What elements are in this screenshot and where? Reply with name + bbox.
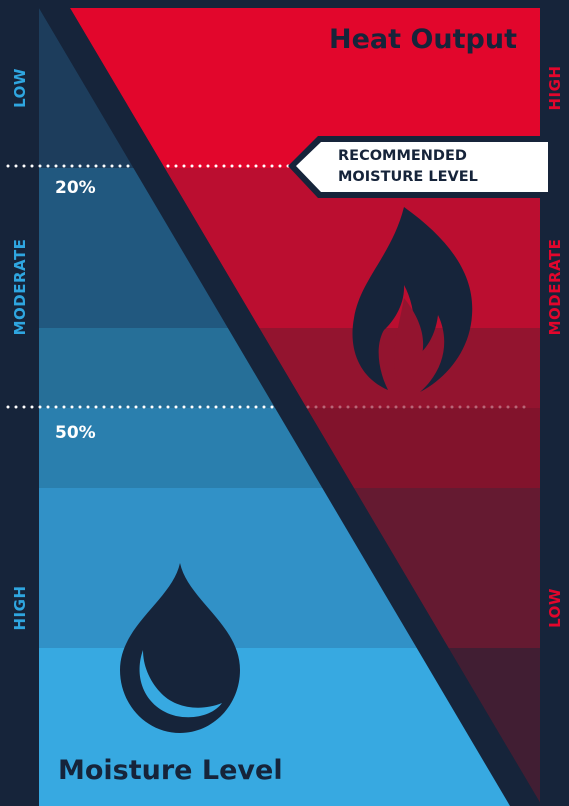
marker-label-20: 20% xyxy=(55,178,96,198)
moisture-level-title: Moisture Level xyxy=(58,755,283,786)
callout-arrow xyxy=(296,142,548,192)
moisture-axis-low: LOW xyxy=(11,68,29,108)
callout-line-1: RECOMMENDED xyxy=(338,148,467,164)
diagonal-divider xyxy=(39,8,542,806)
moisture-axis-high: HIGH xyxy=(11,585,29,631)
flame-icon xyxy=(352,207,473,392)
water-drop-icon xyxy=(120,563,240,733)
heat-axis-high: HIGH xyxy=(546,65,564,111)
heat-axis-low: LOW xyxy=(546,588,564,628)
marker-label-50: 50% xyxy=(55,423,96,443)
recommended-moisture-callout: RECOMMENDED MOISTURE LEVEL xyxy=(338,146,478,188)
heat-output-title: Heat Output xyxy=(329,24,517,55)
heat-axis-moderate: MODERATE xyxy=(546,238,564,336)
moisture-axis-moderate: MODERATE xyxy=(11,238,29,336)
callout-line-2: MOISTURE LEVEL xyxy=(338,169,478,185)
